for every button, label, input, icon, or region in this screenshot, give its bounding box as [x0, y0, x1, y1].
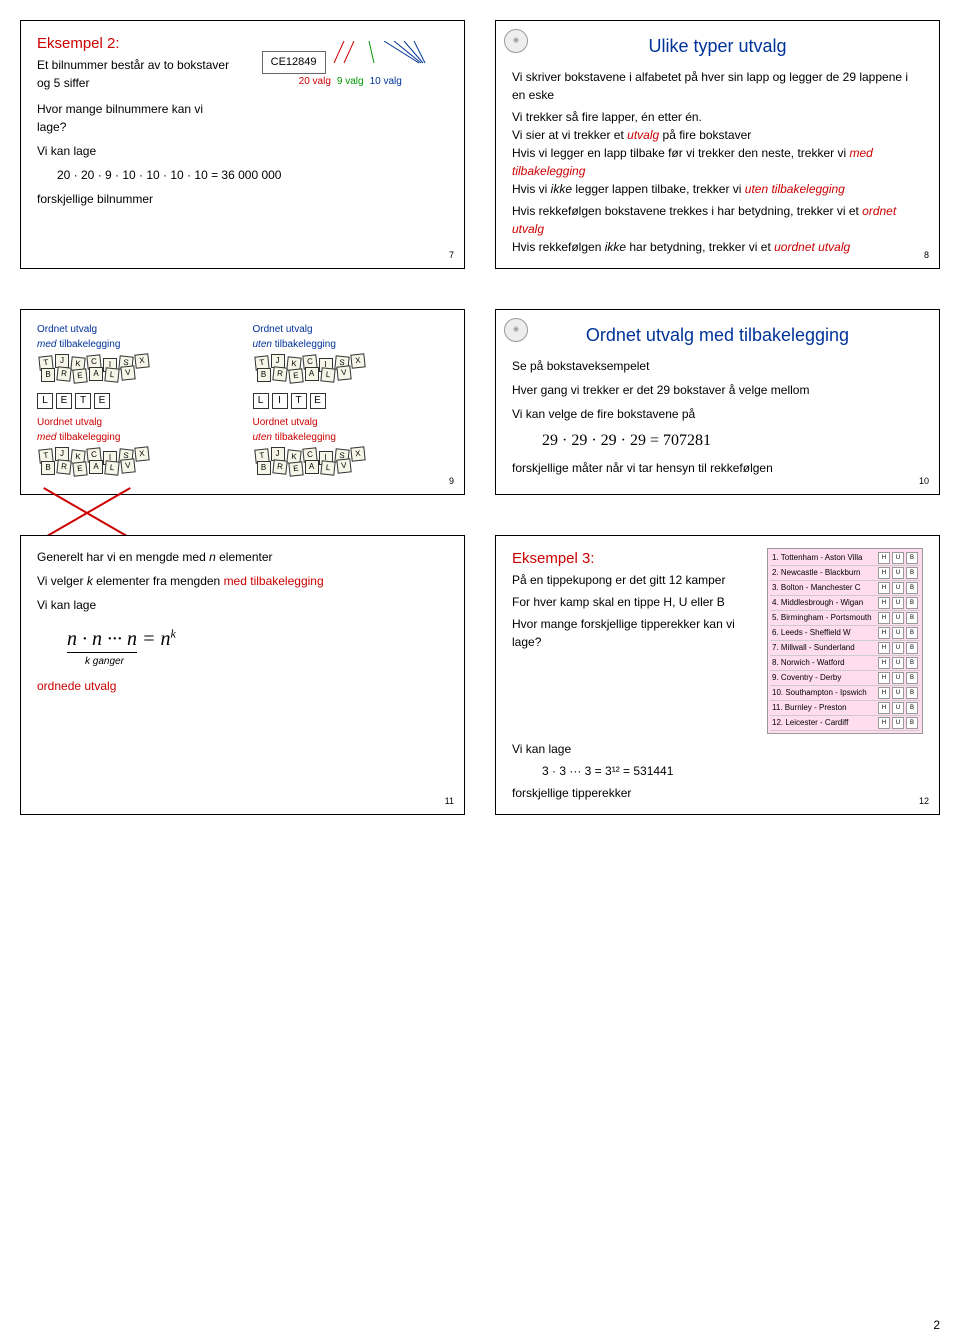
text: Hvor mange bilnummere kan vi lage? — [37, 100, 233, 136]
slide-number: 12 — [919, 795, 929, 809]
tile-scatter: TJKCISXBREALV — [253, 447, 373, 475]
slide-number: 8 — [924, 249, 929, 263]
tile-scatter: TJKCISXBREALV — [37, 354, 157, 382]
text: Hvor mange forskjellige tipperekker kan … — [512, 615, 747, 651]
text: Vi kan lage — [37, 142, 448, 160]
example3-title: Eksempel 3: — [512, 548, 747, 571]
text: forskjellige bilnummer — [37, 190, 448, 208]
text: forskjellige tipperekker — [512, 784, 923, 802]
example2-title: Eksempel 2: — [37, 35, 120, 52]
formula: 29 · 29 · 29 · 29 = 707281 — [542, 429, 923, 453]
text: Vi kan lage — [37, 596, 448, 614]
diagram-lines — [329, 41, 439, 65]
text: Vi velger k elementer fra mengden med ti… — [37, 572, 448, 590]
heading: Ordnet utvalgmed tilbakelegging — [37, 322, 233, 352]
slide-8: ◉ Ulike typer utvalg Vi skriver bokstave… — [495, 20, 940, 269]
heading: Uordnet utvalgmed tilbakelegging — [37, 415, 233, 445]
tile-scatter: TJKCISXBREALV — [253, 354, 373, 382]
text: Hvis rekkefølgen bokstavene trekkes i ha… — [512, 202, 923, 238]
slide-title: Ulike typer utvalg — [512, 33, 923, 60]
label: 20 valg — [299, 74, 331, 89]
slide-title: Ordnet utvalg med tilbakelegging — [512, 322, 923, 349]
tile-scatter: TJKCISXBREALV — [37, 447, 157, 475]
text: På en tippekupong er det gitt 12 kamper — [512, 571, 747, 589]
text: Hver gang vi trekker er det 29 bokstaver… — [512, 381, 923, 399]
text: Vi skriver bokstavene i alfabetet på hve… — [512, 68, 923, 104]
label: 9 valg — [337, 74, 364, 89]
seal-icon: ◉ — [504, 318, 528, 342]
formula: 20 · 20 · 9 · 10 · 10 · 10 · 10 = 36 000… — [57, 166, 448, 184]
text: Se på bokstaveksempelet — [512, 357, 923, 375]
slide-7: Eksempel 2: Et bilnummer består av to bo… — [20, 20, 465, 269]
text: Hvis rekkefølgen ikke har betydning, tre… — [512, 238, 923, 256]
tile-row: LITE — [253, 393, 449, 409]
formula: n · n ··· n = nk k ganger — [67, 624, 448, 669]
tile-row: LETE — [37, 393, 233, 409]
text: forskjellige måter når vi tar hensyn til… — [512, 459, 923, 477]
slide-9: Ordnet utvalgmed tilbakelegging TJKCISXB… — [20, 309, 465, 495]
slide-number: 9 — [449, 475, 454, 489]
slide-number: 7 — [449, 249, 454, 263]
text: ordnede utvalg — [37, 677, 448, 695]
cross-icon — [37, 482, 137, 542]
text: Hvis vi legger en lapp tilbake før vi tr… — [512, 144, 923, 180]
slide-10: ◉ Ordnet utvalg med tilbakelegging Se på… — [495, 309, 940, 495]
text: Hvis vi ikke legger lappen tilbake, trek… — [512, 180, 923, 198]
slide-12: Eksempel 3: På en tippekupong er det git… — [495, 535, 940, 815]
page-number: 2 — [933, 1318, 940, 1332]
text: Vi trekker så fire lapper, én etter én. — [512, 108, 923, 126]
tippekupong-table: 1. Tottenham - Aston VillaHUB2. Newcastl… — [767, 548, 923, 734]
heading: Ordnet utvalguten tilbakelegging — [253, 322, 449, 352]
text: Vi kan lage — [512, 740, 923, 758]
ce-code: CE12849 — [262, 51, 326, 74]
text: Vi sier at vi trekker et utvalg på fire … — [512, 126, 923, 144]
text: Generelt har vi en mengde med n elemente… — [37, 548, 448, 566]
slide-number: 10 — [919, 475, 929, 489]
text: Vi kan velge de fire bokstavene på — [512, 405, 923, 423]
slide-11: Generelt har vi en mengde med n elemente… — [20, 535, 465, 815]
text: Et bilnummer består av to bokstaver og 5… — [37, 56, 233, 92]
label: 10 valg — [370, 74, 402, 89]
seal-icon: ◉ — [504, 29, 528, 53]
heading: Uordnet utvalguten tilbakelegging — [253, 415, 449, 445]
formula: 3 · 3 ··· 3 = 3¹² = 531441 — [542, 762, 923, 780]
slide-number: 11 — [445, 795, 454, 809]
text: For hver kamp skal en tippe H, U eller B — [512, 593, 747, 611]
